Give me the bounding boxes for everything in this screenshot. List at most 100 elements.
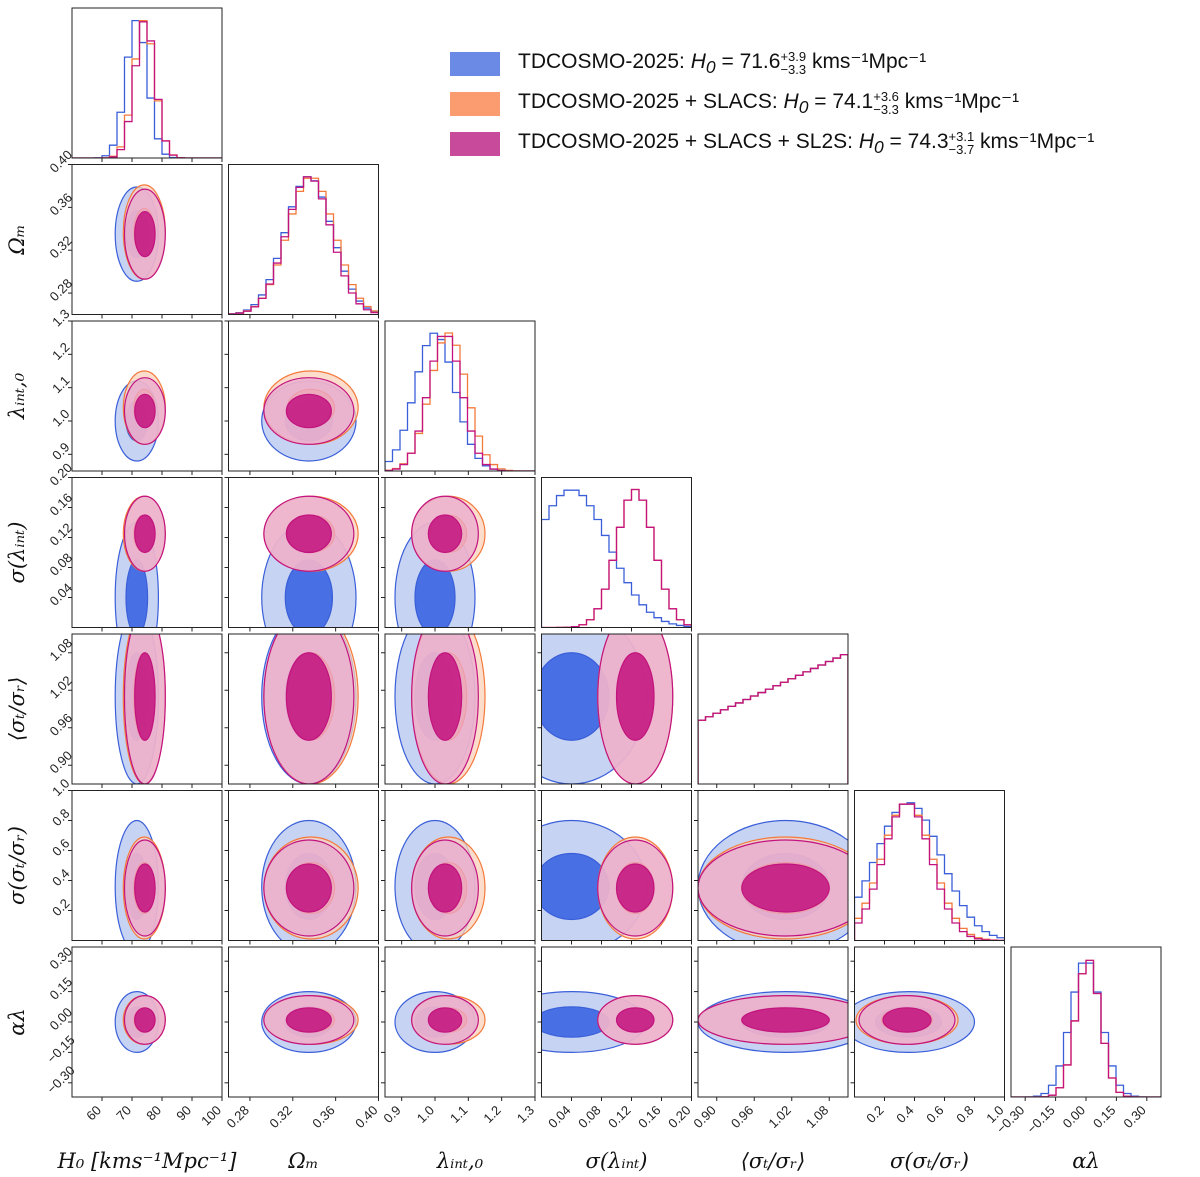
y-tick-label-Om: 0.36 bbox=[47, 190, 76, 219]
x-axis-label-slam: σ(λᵢₙₜ) bbox=[586, 1149, 648, 1173]
contour-1sigma-slam-sani-series-2 bbox=[615, 863, 655, 913]
legend-label-sl2s: TDCOSMO-2025 + SLACS + SL2S: H0 = 74.3 +3… bbox=[518, 128, 1095, 158]
x-tick-label-slam: 0.04 bbox=[545, 1103, 574, 1132]
contour-1sigma-Om-alpha-series-2 bbox=[285, 1007, 332, 1033]
x-tick-label-sani: 0.6 bbox=[923, 1103, 946, 1126]
y-tick-label-slam: 0.12 bbox=[47, 520, 76, 549]
contour-1sigma-Om-slam-series-2 bbox=[285, 514, 332, 554]
y-tick-label-Om: 0.32 bbox=[47, 233, 76, 262]
legend-item-sl2s: TDCOSMO-2025 + SLACS + SL2S: H0 = 74.3 +3… bbox=[450, 124, 1094, 164]
panel-Om-sani bbox=[224, 790, 379, 945]
panel-lam-alpha: 0.9 1.0 1.1 1.2 1.3 bbox=[380, 946, 537, 1126]
contour-1sigma-H0-sani-series-2 bbox=[134, 863, 156, 913]
panel-frame bbox=[697, 790, 849, 941]
y-axis-label-sani: σ(σₜ/σᵣ) bbox=[5, 826, 29, 905]
legend-swatch-sl2s bbox=[450, 132, 500, 156]
x-tick-label-H0: 90 bbox=[173, 1103, 194, 1124]
y-tick-label-sani: 0.6 bbox=[49, 836, 72, 859]
panel-H0-lam: 0.9 1.0 1.1 1.2 1.3 bbox=[49, 306, 223, 475]
y-tick-label-sani: 0.2 bbox=[49, 896, 72, 919]
contour-1sigma-H0-ani-series-2 bbox=[134, 652, 156, 741]
x-tick-label-Om: 0.36 bbox=[309, 1103, 338, 1132]
x-axis-label-alpha: αλ bbox=[1072, 1149, 1100, 1173]
contour-1sigma-H0-alpha-series-2 bbox=[134, 1007, 156, 1033]
panel-H0-H0 bbox=[71, 7, 223, 162]
x-tick-label-H0: 100 bbox=[198, 1103, 224, 1129]
y-tick-label-lam: 1.3 bbox=[49, 306, 72, 329]
panel-frame bbox=[854, 790, 1005, 941]
y-tick-label-lam: 1.1 bbox=[49, 373, 72, 396]
x-tick-label-H0: 60 bbox=[83, 1103, 104, 1124]
panel-ani-alpha: 0.90 0.96 1.02 1.08 bbox=[690, 946, 849, 1132]
y-tick-label-lam: 1.2 bbox=[49, 339, 72, 362]
x-tick-label-lam: 1.1 bbox=[447, 1103, 470, 1126]
panel-frame bbox=[228, 633, 379, 785]
legend: TDCOSMO-2025: H0 = 71.6 +3.9 −3.3 kms⁻¹Mpc… bbox=[450, 44, 1094, 164]
hist-ani-series-2 bbox=[698, 653, 848, 784]
panel-frame bbox=[71, 790, 223, 941]
panel-H0-ani: 0.90 0.96 1.02 1.08 bbox=[47, 633, 223, 788]
panel-frame bbox=[228, 790, 379, 941]
panel-frame bbox=[71, 164, 223, 315]
x-tick-label-lam: 1.3 bbox=[514, 1103, 537, 1126]
x-tick-label-lam: 0.9 bbox=[380, 1103, 403, 1126]
x-axis-label-ani: ⟨σₜ/σᵣ⟩ bbox=[741, 1149, 806, 1173]
panel-frame bbox=[71, 633, 223, 785]
contour-1sigma-slam-ani-series-2 bbox=[615, 652, 655, 741]
y-axis-label-ani: ⟨σₜ/σᵣ⟩ bbox=[5, 677, 29, 742]
contour-1sigma-H0-Om-series-2 bbox=[134, 211, 156, 258]
x-tick-label-ani: 1.08 bbox=[803, 1103, 832, 1132]
x-tick-label-alpha: 0.30 bbox=[1120, 1103, 1149, 1132]
x-tick-label-lam: 1.2 bbox=[480, 1103, 503, 1126]
panel-frame bbox=[384, 477, 536, 628]
hist-slam-series-0 bbox=[541, 489, 692, 628]
panel-H0-Om: 0.28 0.32 0.36 0.40 bbox=[47, 147, 223, 319]
x-axis-label-sani: σ(σₜ/σᵣ) bbox=[890, 1149, 969, 1173]
hist-slam-series-2 bbox=[541, 488, 692, 628]
panel-lam-lam bbox=[384, 320, 536, 475]
y-tick-label-ani: 1.02 bbox=[47, 673, 76, 702]
y-axis-label-alpha: αλ bbox=[5, 1008, 29, 1036]
x-tick-label-ani: 0.96 bbox=[728, 1103, 757, 1132]
legend-swatch-tdcosmo bbox=[450, 52, 500, 76]
contour-1sigma-slam-alpha-series-2 bbox=[615, 1007, 655, 1033]
y-tick-label-Om: 0.28 bbox=[47, 276, 76, 305]
y-tick-label-ani: 1.08 bbox=[47, 635, 76, 664]
panel-ani-ani bbox=[697, 633, 849, 788]
contour-1sigma-ani-sani-series-2 bbox=[741, 863, 830, 913]
x-tick-label-H0: 70 bbox=[113, 1103, 134, 1124]
y-tick-label-sani: 1.0 bbox=[49, 776, 72, 799]
x-tick-label-alpha: −0.15 bbox=[1024, 1103, 1058, 1137]
panel-frame bbox=[71, 7, 223, 159]
x-tick-label-slam: 0.12 bbox=[605, 1103, 634, 1132]
hist-sani-series-0 bbox=[854, 802, 1005, 941]
x-tick-label-slam: 0.08 bbox=[575, 1103, 604, 1132]
panel-Om-lam bbox=[224, 320, 379, 475]
contour-1sigma-sani-alpha-series-2 bbox=[882, 1007, 932, 1033]
x-tick-label-slam: 0.16 bbox=[635, 1103, 664, 1132]
x-tick-label-ani: 0.90 bbox=[690, 1103, 719, 1132]
x-tick-label-Om: 0.32 bbox=[266, 1103, 295, 1132]
contour-1sigma-ani-alpha-series-2 bbox=[741, 1007, 830, 1033]
y-tick-label-sani: 0.8 bbox=[49, 806, 72, 829]
panel-slam-sani bbox=[537, 790, 692, 945]
panel-alpha-alpha: −0.30−0.15 0.00 0.15 0.30 bbox=[993, 946, 1162, 1137]
panel-slam-slam bbox=[541, 477, 692, 632]
panel-frame bbox=[228, 164, 379, 315]
hist-Om-series-2 bbox=[228, 176, 379, 315]
contour-1sigma-Om-sani-series-2 bbox=[285, 863, 332, 913]
panel-Om-ani bbox=[224, 633, 379, 788]
y-axis-label-slam: σ(λᵢₙₜ) bbox=[5, 522, 29, 584]
y-tick-label-alpha: −0.30 bbox=[44, 1063, 78, 1097]
x-axis-label-lam: λᵢₙₜ,₀ bbox=[436, 1149, 484, 1173]
x-tick-label-sani: 0.2 bbox=[863, 1103, 886, 1126]
y-tick-label-slam: 0.20 bbox=[47, 460, 76, 489]
y-tick-label-sani: 0.4 bbox=[49, 866, 72, 889]
y-axis-label-Om: Ωₘ bbox=[5, 224, 29, 255]
contour-1sigma-lam-ani-series-2 bbox=[427, 652, 463, 741]
panel-slam-ani bbox=[537, 633, 692, 788]
x-axis-label-H0: H₀ [kms⁻¹Mpc⁻¹] bbox=[57, 1149, 238, 1173]
x-tick-label-lam: 1.0 bbox=[414, 1103, 437, 1126]
hist-alpha-series-2 bbox=[1011, 959, 1161, 1097]
